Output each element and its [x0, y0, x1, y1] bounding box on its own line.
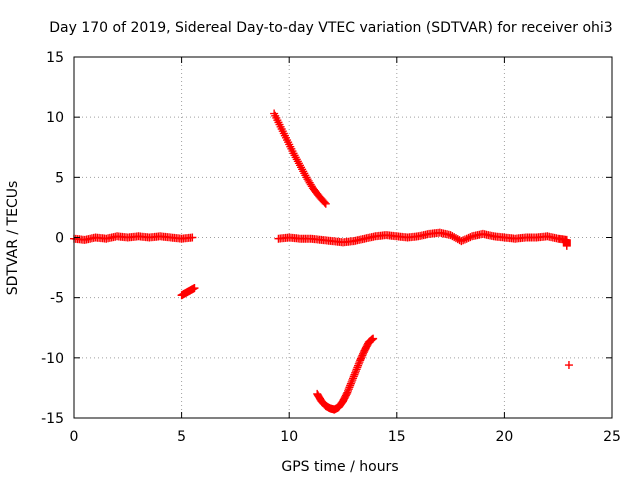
y-tick-label: -15	[41, 411, 64, 427]
data-point	[350, 370, 359, 379]
x-tick-label: 0	[70, 429, 79, 445]
data-point	[347, 377, 356, 386]
data-point	[564, 361, 573, 370]
gridlines	[74, 57, 612, 418]
data-point	[457, 237, 466, 246]
tick-labels: 0 5 10 15 20 25 -15 -10 -5 0 5 10 15	[41, 50, 621, 445]
data-point	[321, 199, 330, 208]
x-tick-label: 20	[495, 429, 513, 445]
data-point	[369, 334, 378, 343]
data-point	[345, 383, 354, 392]
data-point	[348, 376, 357, 385]
x-axis-label: GPS time / hours	[281, 459, 398, 475]
data-point	[351, 367, 360, 376]
data-point	[466, 233, 475, 242]
data-point	[190, 284, 199, 293]
data-point	[188, 233, 197, 242]
y-tick-label: 15	[46, 50, 64, 66]
data-point	[462, 234, 471, 243]
x-tick-label: 5	[177, 429, 186, 445]
data-point	[349, 374, 358, 383]
data-point	[346, 381, 355, 390]
data-point	[344, 386, 353, 395]
data-point	[346, 379, 355, 388]
y-axis-label: SDTVAR / TECUs	[5, 181, 21, 296]
data-point	[343, 388, 352, 397]
x-tick-label: 15	[388, 429, 406, 445]
x-tick-label: 10	[280, 429, 298, 445]
data-point	[353, 363, 362, 372]
data-point	[320, 198, 329, 207]
y-tick-label: 10	[46, 110, 64, 126]
y-tick-label: 5	[55, 170, 64, 186]
data-point	[349, 372, 358, 381]
data-point	[351, 368, 360, 377]
data-point	[354, 361, 363, 370]
data-point	[562, 241, 571, 250]
data-point	[355, 358, 364, 367]
data-point	[464, 233, 473, 242]
data-point	[459, 236, 468, 245]
data-point	[460, 235, 469, 244]
y-tick-label: -10	[41, 351, 64, 367]
axis-ticks	[73, 56, 613, 419]
x-tick-label: 25	[603, 429, 621, 445]
y-tick-label: -5	[50, 291, 64, 307]
data-point	[354, 359, 363, 368]
data-point	[352, 365, 361, 374]
data-markers	[70, 109, 573, 414]
chart-title: Day 170 of 2019, Sidereal Day-to-day VTE…	[49, 20, 612, 36]
data-point	[344, 385, 353, 394]
y-tick-label: 0	[55, 231, 64, 247]
